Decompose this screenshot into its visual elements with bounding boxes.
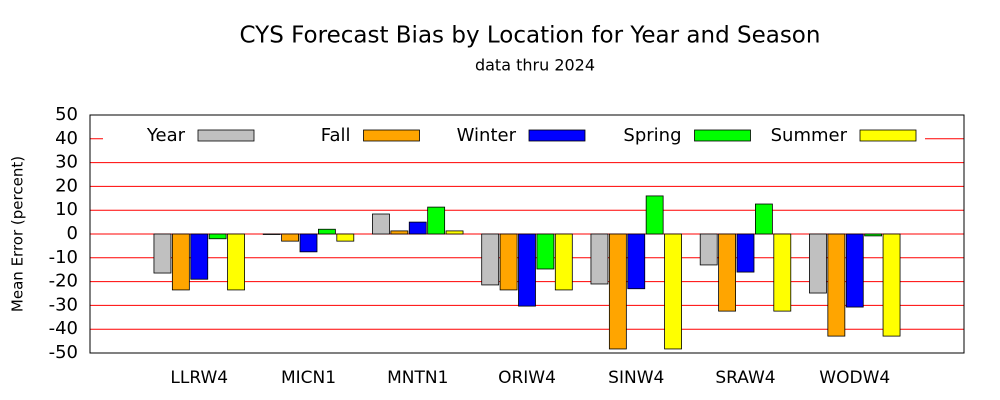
y-tick-label: 20	[55, 175, 78, 196]
plot-frame	[89, 114, 965, 354]
y-tick-label: 30	[55, 152, 78, 173]
x-tick-label: MICN1	[281, 368, 336, 388]
bar	[427, 206, 446, 235]
y-tick-label: -50	[49, 342, 78, 363]
bar	[408, 221, 427, 235]
bar	[755, 203, 773, 235]
bar	[864, 233, 883, 237]
y-axis-label: Mean Error (percent)	[9, 156, 27, 312]
bar	[718, 233, 736, 312]
bar	[773, 233, 792, 312]
y-tick-label: -10	[49, 247, 78, 268]
bar	[499, 233, 518, 291]
x-tick-label: LLRW4	[170, 368, 228, 388]
x-tick-label: SRAW4	[715, 368, 775, 388]
legend-swatch	[197, 129, 255, 142]
bar	[153, 233, 172, 274]
bar	[827, 233, 846, 337]
bar	[481, 233, 500, 286]
bar	[699, 233, 718, 266]
y-tick-label: -20	[49, 271, 78, 292]
bar	[809, 233, 827, 294]
legend-swatch	[363, 129, 420, 142]
x-tick-label: MNTN1	[387, 368, 448, 388]
bar	[536, 233, 555, 270]
bar	[299, 233, 318, 253]
y-tick-label: -40	[49, 318, 78, 339]
x-tick-label: WODW4	[819, 368, 890, 388]
legend-label: Year	[146, 125, 186, 146]
bar	[281, 233, 300, 242]
legend-swatch	[694, 129, 751, 142]
x-tick-label: ORIW4	[498, 368, 556, 388]
legend-swatch	[859, 129, 917, 142]
bar	[627, 233, 646, 290]
bar	[390, 230, 409, 235]
bar	[336, 233, 355, 242]
chart-title: CYS Forecast Bias by Location for Year a…	[240, 23, 821, 49]
bar	[317, 228, 336, 235]
y-tick-label: 50	[55, 104, 78, 125]
y-tick-label: 40	[55, 128, 78, 149]
bar	[208, 233, 227, 240]
bar	[554, 233, 573, 291]
x-tick-label: SINW4	[608, 368, 664, 388]
bar	[372, 213, 390, 235]
bar	[227, 233, 245, 291]
bar	[882, 233, 901, 337]
legend-swatch	[528, 129, 586, 142]
bar	[171, 233, 190, 291]
bar	[664, 233, 682, 350]
legend-label: Fall	[321, 125, 351, 146]
bar	[608, 233, 627, 350]
legend-label: Spring	[623, 125, 681, 146]
bar	[590, 233, 609, 285]
bar	[190, 233, 209, 280]
y-tick-label: 10	[55, 199, 78, 220]
bar	[262, 233, 281, 235]
bar	[645, 195, 664, 235]
bar	[445, 230, 464, 235]
bar	[518, 233, 536, 307]
legend-label: Summer	[771, 125, 848, 146]
bar	[736, 233, 755, 273]
legend-label: Winter	[457, 125, 517, 146]
chart-subtitle: data thru 2024	[475, 56, 595, 75]
y-tick-label: -30	[49, 294, 78, 315]
bar	[845, 233, 864, 308]
y-tick-label: 0	[67, 223, 78, 244]
